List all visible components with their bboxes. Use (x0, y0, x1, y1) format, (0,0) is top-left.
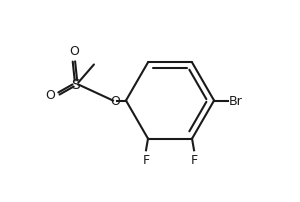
Text: F: F (142, 153, 150, 166)
Text: O: O (110, 95, 120, 107)
Text: F: F (190, 153, 198, 166)
Text: O: O (69, 45, 79, 58)
Text: Br: Br (229, 95, 243, 107)
Text: S: S (71, 78, 80, 92)
Text: O: O (45, 88, 55, 101)
